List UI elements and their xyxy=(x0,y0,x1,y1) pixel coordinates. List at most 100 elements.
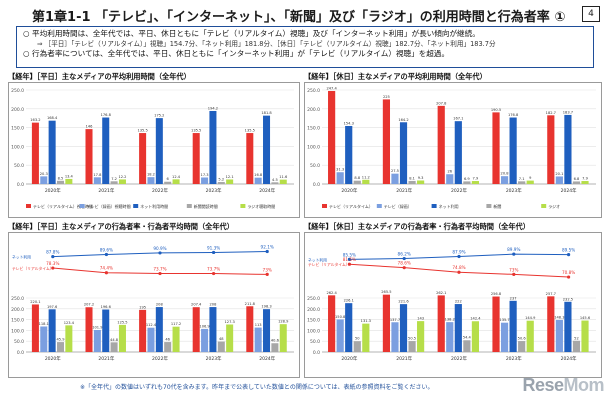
legend-swatch xyxy=(186,204,192,208)
rate-value-label: 73% xyxy=(263,267,272,272)
bar xyxy=(417,321,425,352)
bar-value-label: 127.3 xyxy=(225,320,235,324)
x-category-label: 2021年 xyxy=(396,187,412,194)
bar-value-label: 135.5 xyxy=(245,129,255,133)
resemom-logo: ReseMom xyxy=(522,375,604,396)
rate-point xyxy=(512,272,516,276)
bar xyxy=(362,323,370,352)
bar-value-label: 262.4 xyxy=(326,291,337,295)
legend-swatch xyxy=(322,204,327,208)
legend-label: ラジオ聴取時間 xyxy=(247,203,275,209)
legend-swatch xyxy=(240,204,246,208)
bar-value-label: 8.5 xyxy=(58,176,64,180)
y-tick-label: 250.0 xyxy=(307,296,320,302)
bar xyxy=(492,296,500,352)
y-tick-label: 50.0 xyxy=(310,339,320,345)
bar-value-label: 9 xyxy=(529,176,532,180)
bar xyxy=(471,321,480,352)
legend-label: テレビ（録画） xyxy=(384,203,412,209)
y-tick-label: 150.0 xyxy=(11,126,24,132)
chart-holiday-rate-time: 0.0 50.0 100.0 150.0 200.0 250.0 262.4 150.8 226… xyxy=(304,232,602,378)
bar xyxy=(547,115,555,184)
bar-value-label: 220.1 xyxy=(30,300,40,304)
bar xyxy=(471,181,480,184)
bar-value-label: 123.4 xyxy=(64,321,75,325)
bar xyxy=(172,179,180,184)
bar-value-label: 6.9 xyxy=(464,177,470,181)
rate-value-label: 90.9% xyxy=(153,246,166,251)
x-category-label: 2024年 xyxy=(561,187,577,194)
bar xyxy=(85,129,93,184)
bar xyxy=(40,326,48,352)
y-tick-label: 100.0 xyxy=(11,328,24,334)
bar-value-label: 26 xyxy=(447,170,452,174)
chart-holiday-average-time: 0.0 50.0 100.0 150.0 200.0 250.0 247.4 31.3 154.… xyxy=(304,82,602,218)
page-number: 4 xyxy=(582,6,600,22)
bar xyxy=(246,306,254,352)
bar xyxy=(271,182,279,184)
legend-swatch xyxy=(79,204,85,208)
panel-title-weekday-time: 【経年】［平日］主なメディアの平均利用時間（全年代） xyxy=(8,72,191,81)
bar-value-label: 13.4 xyxy=(65,174,74,178)
x-category-label: 2020年 xyxy=(341,355,357,362)
bar xyxy=(85,307,93,352)
bar xyxy=(217,341,225,352)
rate-value-label: 74.8% xyxy=(452,265,465,270)
bar-value-label: 16.8 xyxy=(254,173,263,177)
bar-value-label: 44.8 xyxy=(110,338,119,342)
bar-value-label: 50.6 xyxy=(518,337,527,341)
bar-value-label: 183.7 xyxy=(563,110,573,114)
bar xyxy=(56,180,65,184)
bar-value-label: 101.9 xyxy=(92,325,103,329)
y-tick-label: 50.0 xyxy=(14,339,24,345)
rate-point xyxy=(347,257,351,261)
bar xyxy=(391,322,399,352)
bar-value-label: 168.4 xyxy=(47,116,58,120)
bar-value-label: 112.4 xyxy=(146,323,157,327)
bar xyxy=(345,303,353,352)
bar-value-label: 221.6 xyxy=(398,300,409,304)
bar xyxy=(31,304,39,352)
bar xyxy=(102,117,110,184)
rate-point xyxy=(512,252,516,256)
bar-value-label: 11.6 xyxy=(279,175,288,179)
bar-value-label: 125.5 xyxy=(117,320,127,324)
legend-label: テレビ（リアルタイム） xyxy=(329,203,373,209)
x-category-label: 2024年 xyxy=(259,355,275,362)
bar xyxy=(437,105,445,184)
bar xyxy=(172,326,180,352)
x-category-label: 2020年 xyxy=(341,187,357,194)
bar-value-label: 150.8 xyxy=(335,315,346,319)
x-category-label: 2024年 xyxy=(259,187,275,194)
bar-value-label: 167.1 xyxy=(453,117,463,121)
bar-value-label: 163.2 xyxy=(30,118,40,122)
bar-value-label: 8.1 xyxy=(409,176,415,180)
rate-value-label: 89.9% xyxy=(507,247,520,252)
x-category-label: 2023年 xyxy=(506,187,522,194)
x-category-label: 2022年 xyxy=(451,187,467,194)
rate-point xyxy=(457,254,461,259)
rate-value-label: 91.3% xyxy=(207,245,220,250)
y-tick-label: 0.0 xyxy=(17,350,24,356)
summary-line-3: ○ 行為者率については、全年代では、平日、休日ともに「インターネット利用」が「テ… xyxy=(23,49,450,58)
legend-label: 新聞閲読時間 xyxy=(194,203,218,209)
x-category-label: 2023年 xyxy=(506,355,522,362)
rate-point xyxy=(212,250,216,255)
rate-point xyxy=(51,255,55,259)
bar xyxy=(581,181,589,184)
bar xyxy=(408,341,416,352)
bar xyxy=(382,99,391,184)
x-category-label: 2021年 xyxy=(98,187,114,194)
bar xyxy=(500,176,509,184)
bar xyxy=(446,174,454,184)
y-tick-label: 200.0 xyxy=(11,307,24,313)
bar xyxy=(65,178,73,184)
y-tick-label: 100.0 xyxy=(11,144,24,150)
y-tick-label: 150.0 xyxy=(307,318,320,324)
bar-value-label: 195 xyxy=(139,305,146,309)
rate-point xyxy=(265,249,269,254)
bar-value-label: 11.2 xyxy=(362,175,370,179)
bar xyxy=(263,309,271,352)
bar xyxy=(518,341,526,352)
bar-value-label: 54.4 xyxy=(463,336,472,340)
